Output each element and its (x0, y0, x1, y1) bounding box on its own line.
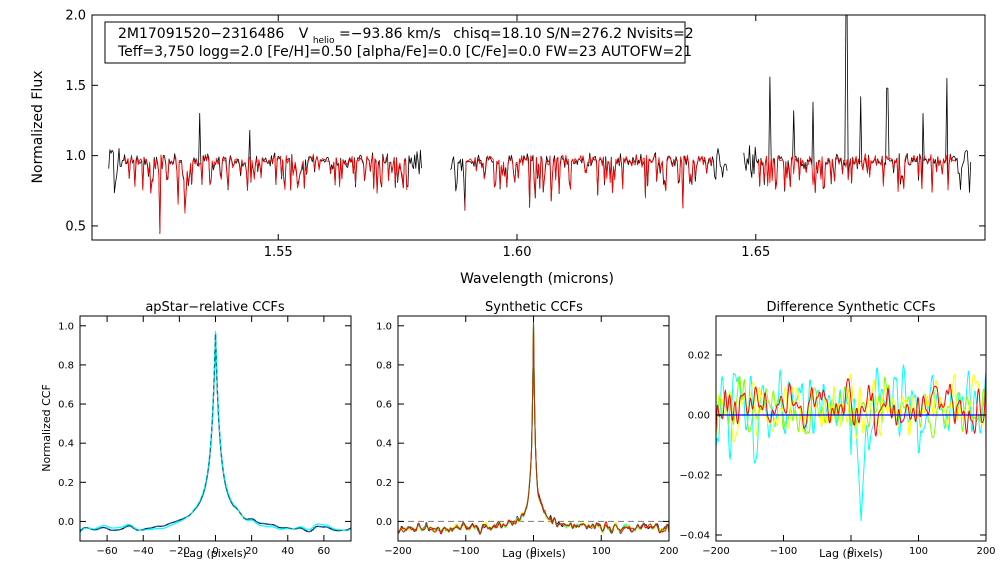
spectrum-data (108, 15, 972, 234)
spectrum-y-tick-labels: 0.5 1.0 1.5 2.0 (65, 9, 86, 235)
apstar-ccf-combined-line (79, 333, 351, 533)
synthetic-ccf-y-tick-label: 0.0 (376, 517, 392, 528)
difference-ccf-data (716, 364, 986, 522)
apstar-ccf-y-axis-label: Normalized CCF (40, 384, 53, 472)
spectrum-panel: 1.55 1.60 1.65 0.5 1.0 1.5 2.0 Wavelength (mi… (30, 9, 986, 287)
difference-ccf-y-tick-label: 0.00 (688, 411, 710, 422)
annotation-line-1: 2M17091520−2316486 V helio =−93.86 km/s … (118, 26, 694, 47)
difference-ccf-panel: Difference Synthetic CCFs −200 −100 0 100 20… (679, 300, 995, 560)
model-spectrum-line (123, 153, 408, 232)
apstar-ccf-x-tick-label: 20 (245, 546, 258, 557)
apstar-ccf-visit-2-line (79, 330, 352, 534)
synthetic-ccf-ticks (397, 316, 670, 541)
synthetic-ccf-y-tick-label: 0.6 (376, 400, 392, 411)
apstar-ccf-y-tick-label: 0.2 (58, 478, 74, 489)
synthetic-ccf-x-tick-label: 200 (659, 546, 678, 557)
synthetic-ccf-x-tick-label: −200 (384, 546, 411, 557)
apstar-ccf-x-tick-label: −40 (133, 546, 154, 557)
difference-ccf-x-tick-label: −100 (770, 546, 797, 557)
synthetic-ccf-x-tick-label: 100 (592, 546, 611, 557)
apstar-ccf-y-tick-label: 0.4 (58, 439, 74, 450)
difference-ccf-y-tick-label: −0.02 (679, 471, 710, 482)
apstar-ccf-x-axis-label: Lag (pixels) (183, 547, 247, 560)
synthetic-ccf-x-tick-label: 0 (530, 546, 536, 557)
annotation-line-2: Teff=3,750 logg=2.0 [Fe/H]=0.50 [alpha/F… (117, 44, 692, 60)
synthetic-ccf-y-tick-label: 0.2 (376, 478, 392, 489)
difference-ccf-x-tick-label: −200 (702, 546, 729, 557)
annotation-v-label: V (299, 26, 309, 42)
difference-ccf-x-tick-label: 0 (848, 546, 854, 557)
synthetic-ccf-y-tick-label: 1.0 (376, 321, 392, 332)
spectrum-x-tick-label: 1.60 (503, 245, 532, 260)
apstar-ccf-panel: apStar−relative CCFs −60 −40 −20 0 20 40 60 0.… (40, 300, 352, 560)
spectrum-y-tick-label: 1.5 (65, 79, 86, 94)
apstar-ccf-visit-1-line (79, 333, 351, 533)
apstar-ccf-x-tick-label: −60 (97, 546, 118, 557)
apstar-ccf-ticks (80, 316, 351, 541)
difference-ccf-y-tick-label: −0.04 (679, 531, 710, 542)
apstar-ccf-x-tick-label: 0 (212, 546, 218, 557)
synthetic-ccf-y-tick-label: 0.8 (376, 360, 392, 371)
spectrum-annotation-box: 2M17091520−2316486 V helio =−93.86 km/s … (104, 21, 694, 64)
synthetic-ccf-title: Synthetic CCFs (485, 300, 583, 315)
apstar-ccf-y-tick-label: 1.0 (58, 321, 74, 332)
apstar-ccf-title: apStar−relative CCFs (145, 300, 285, 315)
spectrum-y-tick-label: 2.0 (65, 9, 86, 24)
spectrum-x-axis-label: Wavelength (microns) (460, 271, 614, 287)
apstar-ccf-y-tick-labels: 0.0 0.2 0.4 0.6 0.8 1.0 (58, 321, 74, 528)
spectrum-plot-frame (91, 14, 986, 241)
difference-ccf-title: Difference Synthetic CCFs (766, 300, 935, 315)
difference-ccf-y-tick-labels: −0.04 −0.02 0.00 0.02 (679, 351, 710, 542)
difference-ccf-diff-4-line (716, 372, 986, 437)
apstar-ccf-x-tick-labels: −60 −40 −20 0 20 40 60 (97, 546, 331, 557)
apstar-ccf-x-tick-label: 60 (318, 546, 331, 557)
synthetic-ccf-y-tick-labels: 0.0 0.2 0.4 0.6 0.8 1.0 (376, 321, 392, 528)
synthetic-ccf-panel: Synthetic CCFs −200 −100 0 100 200 0.0 0.2 0.4… (376, 300, 678, 560)
synthetic-ccf-y-tick-label: 0.4 (376, 439, 392, 450)
annotation-stats: chisq=18.10 S/N=276.2 Nvisits=2 (453, 26, 694, 42)
spectrum-ticks (92, 14, 985, 240)
apstar-ccf-x-tick-label: 40 (281, 546, 294, 557)
synthetic-ccf-x-tick-label: −100 (452, 546, 479, 557)
apstar-ccf-y-tick-label: 0.8 (58, 360, 74, 371)
spectrum-x-tick-labels: 1.55 1.60 1.65 (264, 245, 770, 260)
apstar-ccf-x-tick-label: −20 (169, 546, 190, 557)
difference-ccf-x-tick-label: 100 (909, 546, 928, 557)
model-spectrum-line (464, 154, 713, 210)
synthetic-ccf-x-tick-labels: −200 −100 0 100 200 (384, 546, 678, 557)
spectrum-y-tick-label: 0.5 (65, 219, 86, 234)
difference-ccf-x-axis-label: Lag (pixels) (819, 547, 883, 560)
annotation-star-id: 2M17091520−2316486 (118, 26, 284, 42)
difference-ccf-x-tick-label: 200 (976, 546, 995, 557)
model-spectrum-line (758, 153, 957, 194)
difference-ccf-ticks (715, 316, 987, 541)
apstar-ccf-y-tick-label: 0.0 (58, 517, 74, 528)
spectrum-y-axis-label: Normalized Flux (30, 71, 46, 184)
spectrum-x-tick-label: 1.65 (741, 245, 770, 260)
difference-ccf-x-tick-labels: −200 −100 0 100 200 (702, 546, 995, 557)
annotation-frame (104, 21, 686, 64)
annotation-v-sub: helio (313, 36, 335, 46)
annotation-v-value: =−93.86 km/s (339, 26, 441, 42)
synthetic-ccf-data (397, 321, 670, 535)
difference-ccf-diff-3-line (716, 373, 986, 449)
synthetic-ccf-x-axis-label: Lag (pixels) (502, 547, 566, 560)
spectrum-y-tick-label: 1.0 (65, 149, 86, 164)
apstar-ccf-y-tick-label: 0.6 (58, 400, 74, 411)
difference-ccf-y-tick-label: 0.02 (688, 351, 710, 362)
apstar-ccf-data (79, 330, 352, 534)
synthetic-ccf-ccf-6-line (397, 322, 670, 535)
spectrum-x-tick-label: 1.55 (264, 245, 293, 260)
